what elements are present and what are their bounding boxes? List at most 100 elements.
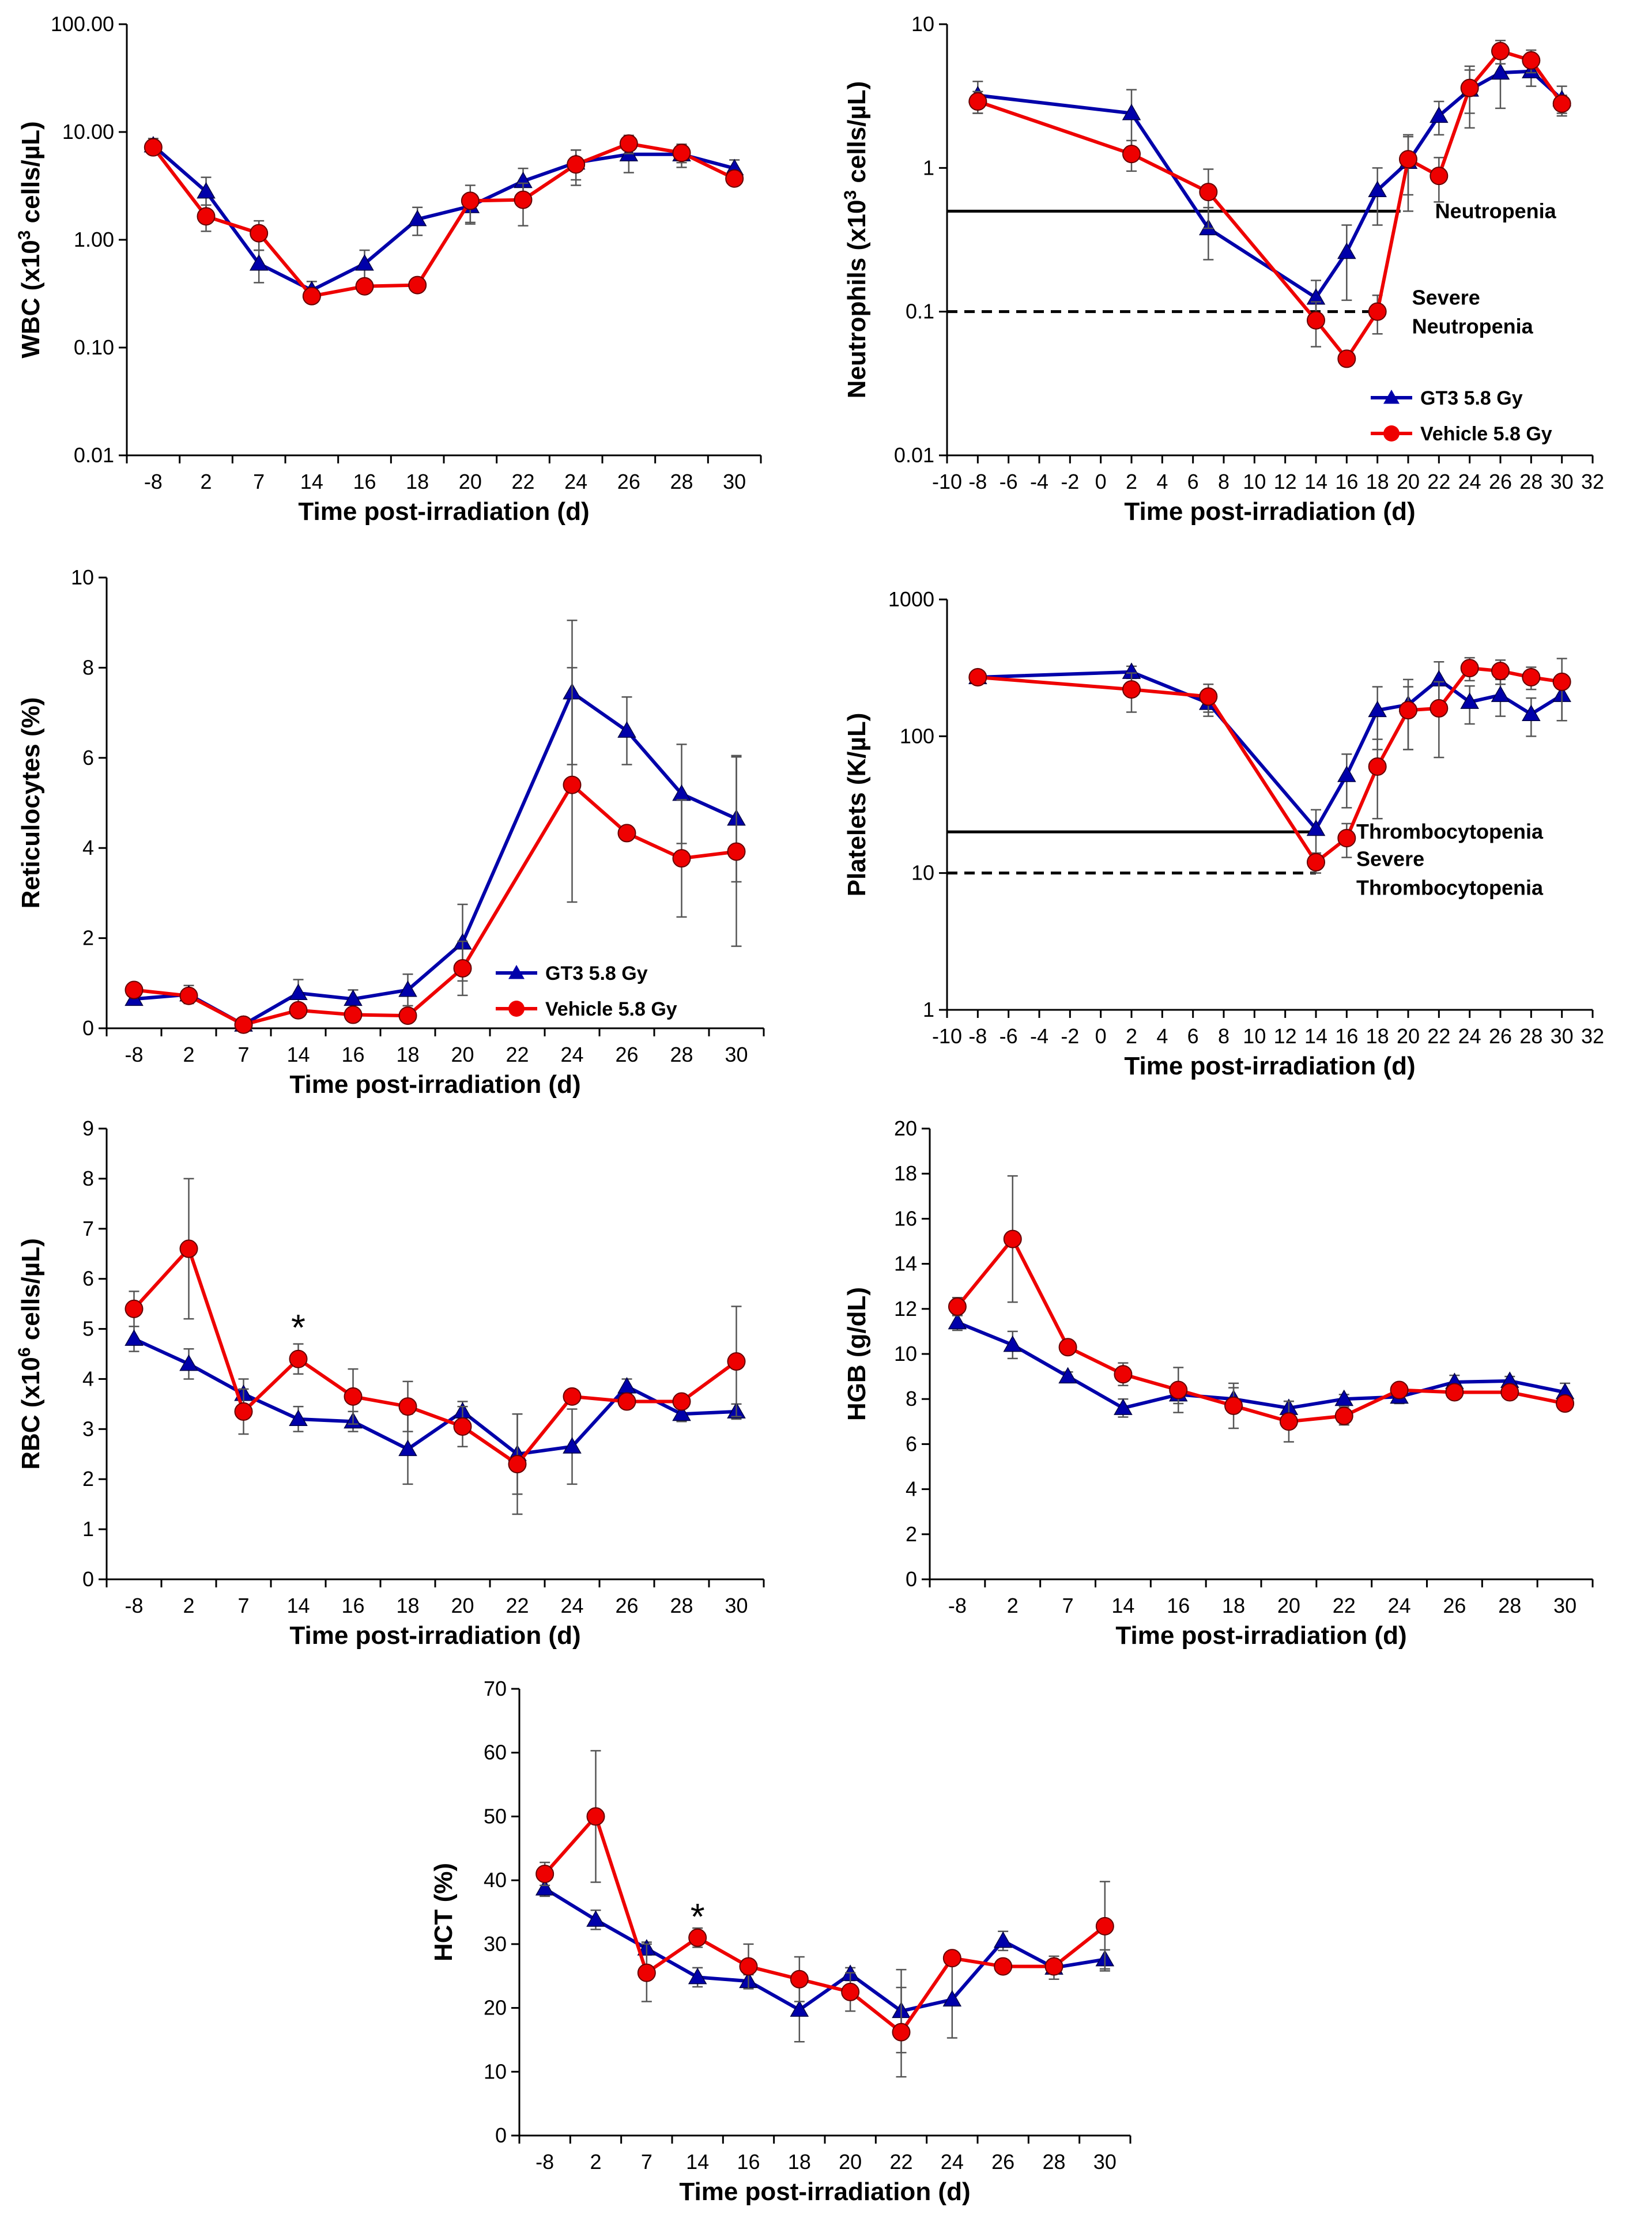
hgb-y-tick-label: 6 — [906, 1432, 917, 1455]
reticulocytes-legend-triangle-marker-icon — [508, 965, 525, 979]
neutrophils-gt3-point — [1368, 180, 1387, 197]
hct-x-axis-label: Time post-irradiation (d) — [679, 2178, 970, 2206]
neutrophils-x-tick-label: 28 — [1519, 470, 1542, 493]
wbc-vehicle-point — [355, 277, 374, 296]
wbc-x-tick-label: 18 — [406, 470, 429, 493]
hgb-vehicle-point — [1169, 1380, 1188, 1399]
reticulocytes-vehicle-point — [179, 986, 198, 1005]
reticulocytes-chart: 0 2 4 6 8 10 -8 2 7 14 16 18 20 22 24 26 28 30 Time post-i… — [0, 553, 826, 1107]
hgb-y-tick-label: 12 — [894, 1297, 917, 1321]
hgb-gt3-series-line — [956, 1321, 1566, 1410]
platelets-x-tick-label: 0 — [1095, 1024, 1107, 1048]
neutrophils-y-label-exponent: 3 — [841, 190, 860, 200]
hct-y-tick-label: 50 — [484, 1804, 507, 1828]
neutrophils-x-tick-label: 26 — [1489, 470, 1512, 493]
platelets-y-tick-label: 10 — [911, 861, 934, 885]
platelets-chart: 1 10 100 1000 -10 -8 -6 -4 -2 0 2 4 6 8 10 12 14 16 18 20 22… — [826, 553, 1652, 1107]
hgb-x-tick-label: 14 — [1111, 1594, 1134, 1617]
hct-gt3-point — [535, 1879, 555, 1896]
hgb-gt3-point — [948, 1312, 967, 1330]
platelets-x-tick-label: -10 — [932, 1024, 962, 1048]
reticulocytes-gt3-point — [344, 989, 363, 1006]
wbc-vehicle-point — [725, 169, 744, 188]
reticulocytes-x-tick-label: 20 — [451, 1043, 474, 1066]
hgb-y-tick-label: 8 — [906, 1387, 917, 1410]
platelets-y-axis-label: Platelets (K/µL) — [843, 713, 871, 897]
wbc-gt3-point — [408, 209, 427, 227]
hct-x-tick-label: 16 — [737, 2150, 760, 2174]
platelets-x-tick-label: -6 — [1000, 1024, 1018, 1048]
wbc-vehicle-point — [144, 138, 163, 157]
neutrophils-y-tick-label: 0.1 — [906, 300, 934, 323]
hgb-x-tick-label: 22 — [1333, 1594, 1356, 1617]
hct-vehicle-point — [535, 1865, 555, 1884]
hgb-vehicle-point — [1334, 1406, 1353, 1425]
hgb-y-tick-label: 16 — [894, 1206, 917, 1230]
reticulocytes-y-tick-label: 10 — [71, 565, 94, 589]
rbc-x-tick-label: 28 — [670, 1594, 693, 1617]
wbc-vehicle-point — [514, 190, 533, 209]
reticulocytes-vehicle-series-line — [134, 783, 737, 1027]
wbc-vehicle-point — [408, 276, 427, 295]
hgb-vehicle-point — [1224, 1396, 1243, 1415]
rbc-x-tick-label: 2 — [183, 1594, 194, 1617]
reticulocytes-y-tick-label: 8 — [82, 655, 94, 679]
neutrophils-reference-label: Severe — [1412, 286, 1480, 310]
wbc-vehicle-point — [672, 144, 691, 163]
neutrophils-x-tick-label: 22 — [1427, 470, 1450, 493]
platelets-vehicle-point — [1552, 672, 1571, 691]
neutrophils-x-tick-label: 4 — [1156, 470, 1168, 493]
neutrophils-vehicle-point — [1368, 302, 1387, 321]
neutrophils-x-tick-label: -2 — [1061, 470, 1079, 493]
platelets-reference-label: Thrombocytopenia — [1356, 876, 1544, 900]
neutrophils-gt3-point — [1122, 104, 1141, 120]
neutrophils-gt3-point — [1491, 63, 1510, 80]
hct-x-tick-label: 28 — [1042, 2150, 1065, 2174]
hgb-x-tick-label: 2 — [1007, 1594, 1019, 1617]
platelets-x-tick-label: 26 — [1489, 1024, 1512, 1048]
neutrophils-x-tick-label: 18 — [1366, 470, 1389, 493]
rbc-y-tick-label: 1 — [82, 1517, 94, 1541]
hgb-x-tick-label: 30 — [1553, 1594, 1576, 1617]
platelets-x-axis-label: Time post-irradiation (d) — [1124, 1052, 1415, 1080]
hct-y-tick-label: 60 — [484, 1741, 507, 1764]
rbc-gt3-point — [179, 1354, 198, 1371]
rbc-y-tick-label: 4 — [82, 1367, 94, 1390]
neutrophils-x-tick-label: 0 — [1095, 470, 1107, 493]
rbc-x-tick-label: 16 — [341, 1594, 364, 1617]
rbc-x-tick-label: 24 — [560, 1594, 583, 1617]
neutrophils-reference-label: Neutropenia — [1412, 315, 1534, 338]
reticulocytes-y-tick-label: 2 — [82, 926, 94, 950]
wbc-x-tick-label: 20 — [459, 470, 482, 493]
hct-gt3-point — [586, 1910, 605, 1927]
wbc-x-axis-label: Time post-irradiation (d) — [298, 497, 589, 526]
hgb-y-tick-label: 18 — [894, 1161, 917, 1185]
wbc-x-tick-label: 7 — [253, 470, 265, 493]
neutrophils-x-tick-label: -8 — [968, 470, 987, 493]
rbc-y-tick-label: 8 — [82, 1167, 94, 1190]
neutrophils-vehicle-point — [1491, 42, 1510, 61]
wbc-y-tick-label: 1.00 — [74, 228, 114, 251]
platelets-y-label-main: Platelets (K/µL) — [843, 713, 871, 897]
hct-gt3-point — [790, 2000, 809, 2017]
hgb-x-tick-label: 18 — [1222, 1594, 1245, 1617]
neutrophils-vehicle-point — [1552, 94, 1571, 113]
neutrophils-y-label-main: Neutrophils (x10 — [843, 200, 871, 399]
neutrophils-x-tick-label: 16 — [1335, 470, 1358, 493]
wbc-vehicle-point — [619, 134, 638, 153]
rbc-gt3-point — [289, 1409, 308, 1426]
rbc-vehicle-point — [398, 1397, 417, 1416]
platelets-x-tick-label: 24 — [1458, 1024, 1481, 1048]
hgb-x-axis-label: Time post-irradiation (d) — [1115, 1621, 1406, 1650]
reticulocytes-x-tick-label: 30 — [725, 1043, 748, 1066]
reticulocytes-x-tick-label: 22 — [506, 1043, 529, 1066]
platelets-vehicle-point — [1399, 701, 1417, 720]
hct-x-tick-label: 14 — [686, 2150, 709, 2174]
wbc-vehicle-point — [250, 224, 269, 243]
platelets-gt3-point — [1460, 692, 1479, 709]
wbc-x-tick-label: 14 — [300, 470, 323, 493]
wbc-x-tick-label: -8 — [144, 470, 163, 493]
rbc-significance-marker: * — [291, 1307, 305, 1348]
hgb-x-tick-label: 28 — [1498, 1594, 1521, 1617]
